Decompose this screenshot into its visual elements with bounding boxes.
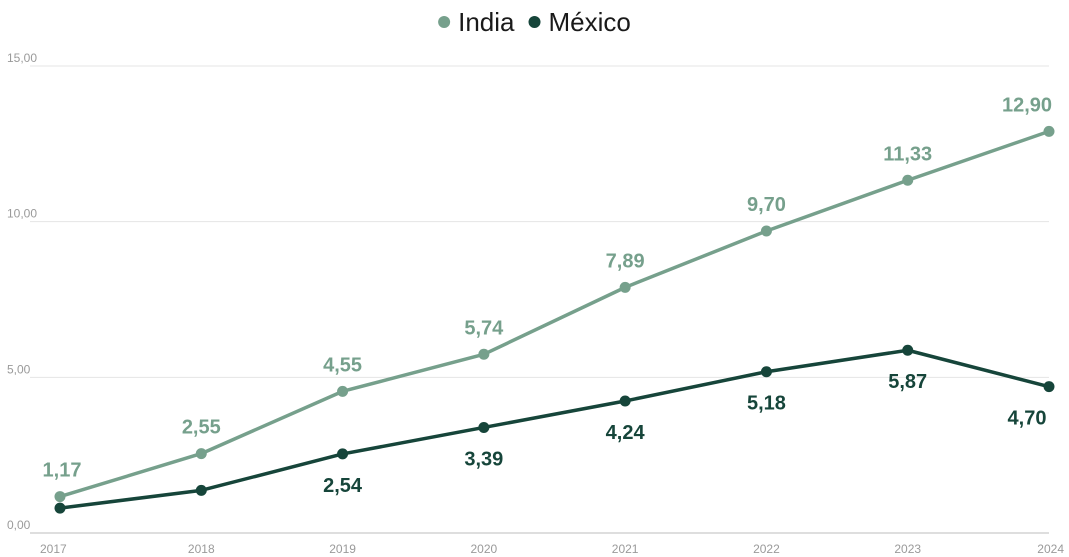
- x-tick-label: 2018: [188, 542, 215, 556]
- data-point: [1043, 381, 1055, 393]
- data-labels: 1,17 2,55 4,55 5,74 7,89 9,70 11,33 12,90 2,54 3,…: [43, 94, 1053, 497]
- data-label: 9,70: [747, 194, 786, 216]
- data-label: 4,70: [1008, 408, 1047, 430]
- data-point: [337, 385, 349, 397]
- x-tick-label: 2022: [753, 542, 780, 556]
- data-label: 4,55: [323, 354, 362, 376]
- legend-label: India: [458, 7, 515, 37]
- data-point: [902, 344, 914, 356]
- y-tick-label: 10,00: [7, 207, 37, 221]
- data-label: 5,87: [888, 371, 927, 393]
- series-layer: [54, 125, 1055, 514]
- x-tick-label: 2019: [329, 542, 356, 556]
- data-label: 4,24: [606, 422, 646, 444]
- data-point: [478, 348, 490, 360]
- data-point: [478, 421, 490, 433]
- x-tick-label: 2024: [1037, 542, 1064, 556]
- x-tick-label: 2023: [894, 542, 921, 556]
- data-label: 2,55: [182, 417, 221, 439]
- data-label: 1,17: [43, 460, 82, 482]
- legend-marker: [438, 16, 451, 28]
- data-point: [760, 366, 772, 378]
- data-label: 5,74: [464, 317, 504, 339]
- data-point: [54, 491, 66, 503]
- data-point: [195, 448, 207, 460]
- legend-item: India: [438, 7, 515, 37]
- data-point: [1043, 125, 1055, 137]
- series-line-1: [58, 348, 1051, 510]
- x-axis-ticks: 2017 2018 2019 2020 2021 2022 2023 2024: [40, 542, 1064, 556]
- data-point: [337, 448, 349, 460]
- x-tick-label: 2021: [612, 542, 639, 556]
- y-tick-label: 5,00: [7, 362, 31, 376]
- data-point: [619, 281, 631, 293]
- data-label: 7,89: [606, 250, 645, 272]
- data-label: 3,39: [464, 448, 503, 470]
- data-point: [760, 225, 772, 237]
- y-axis-ticks: 0,00 5,00 10,00 15,00: [7, 51, 37, 532]
- x-tick-label: 2017: [40, 542, 67, 556]
- data-point: [902, 174, 914, 186]
- legend-marker: [528, 16, 541, 28]
- data-point: [54, 502, 66, 514]
- y-tick-label: 0,00: [7, 518, 31, 532]
- data-label: 12,90: [1002, 94, 1052, 116]
- data-label: 5,18: [747, 393, 786, 415]
- legend-item: México: [528, 7, 631, 37]
- data-point: [619, 395, 631, 407]
- x-tick-label: 2020: [471, 542, 498, 556]
- gridlines: [30, 65, 1049, 534]
- series-line-0: [58, 129, 1051, 499]
- legend: India México: [438, 7, 631, 37]
- data-label: 11,33: [883, 143, 932, 165]
- data-point: [195, 484, 207, 496]
- legend-label: México: [549, 7, 631, 37]
- y-tick-label: 15,00: [7, 51, 37, 65]
- data-label: 2,54: [323, 475, 363, 497]
